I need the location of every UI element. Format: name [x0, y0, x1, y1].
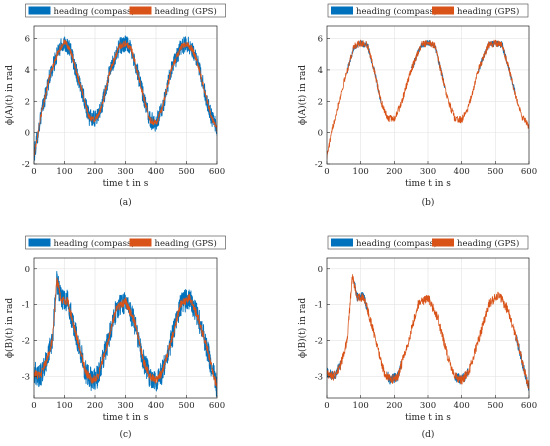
y-tick-label: 2 — [318, 97, 323, 107]
x-tick-label: 100 — [353, 167, 369, 177]
series-line-compass — [478, 40, 516, 95]
x-tick-label: 0 — [31, 167, 36, 177]
legend-label-compass: heading (compass) — [54, 6, 135, 17]
legend-box — [327, 3, 529, 18]
series-line-compass — [346, 40, 382, 103]
x-tick-label: 400 — [454, 167, 470, 177]
x-axis-label: time t in s — [103, 179, 149, 189]
x-tick-label: 200 — [87, 167, 103, 177]
y-tick-label: 6 — [318, 35, 323, 45]
y-axis-label: ϕ(A)(t) in rad — [4, 65, 15, 125]
y-tick-label: -2 — [315, 160, 323, 170]
y-tick-label: -2 — [22, 160, 30, 170]
x-tick-label: 400 — [454, 401, 470, 411]
legend-label-compass: heading (compass) — [54, 238, 135, 249]
data-area — [34, 35, 217, 161]
x-tick-label: 500 — [178, 167, 194, 177]
legend: heading (compass) heading (GPS) — [327, 235, 529, 250]
chart-panel: 0 100 200 300 400 500 600 -3 -2 -1 0 time t in s ϕ(B… — [4, 235, 226, 440]
panel-caption: (c) — [119, 429, 131, 440]
legend-box — [327, 235, 529, 250]
x-tick-label: 300 — [420, 401, 436, 411]
x-axis-label: time t in s — [405, 179, 451, 189]
x-tick-label: 200 — [87, 401, 103, 411]
legend: heading (compass) heading (GPS) — [327, 3, 529, 18]
series-line-gps — [327, 39, 529, 160]
legend-label-gps: heading (GPS) — [155, 238, 217, 249]
y-tick-label: 4 — [318, 66, 323, 76]
y-tick-label: 0 — [318, 265, 323, 275]
legend-swatch-compass — [28, 6, 51, 15]
x-tick-label: 200 — [386, 401, 402, 411]
x-tick-label: 400 — [148, 167, 164, 177]
y-tick-label: 0 — [318, 129, 323, 139]
y-tick-label: 0 — [25, 265, 30, 275]
series-line-gps — [327, 274, 529, 390]
panel-caption: (b) — [422, 197, 435, 208]
legend-swatch-compass — [331, 6, 353, 15]
x-tick-label: 0 — [31, 401, 36, 411]
legend-label-compass: heading (compass) — [356, 238, 437, 249]
legend-label-gps: heading (GPS) — [457, 238, 519, 249]
legend-swatch-compass — [331, 238, 353, 247]
legend-swatch-gps — [432, 238, 454, 247]
y-tick-label: 2 — [25, 97, 30, 107]
legend-swatch-gps — [432, 6, 454, 15]
x-tick-label: 200 — [386, 167, 402, 177]
x-tick-label: 0 — [324, 167, 329, 177]
series-line-gps — [34, 277, 217, 389]
x-tick-label: 100 — [56, 401, 72, 411]
legend-label-gps: heading (GPS) — [457, 6, 519, 17]
legend-swatch-compass — [28, 238, 51, 247]
x-tick-label: 400 — [148, 401, 164, 411]
y-tick-label: -2 — [22, 337, 30, 347]
x-tick-label: 300 — [117, 167, 133, 177]
data-area — [34, 271, 217, 397]
y-axis-label: ϕ(B)(t) in rad — [4, 298, 15, 358]
x-tick-label: 300 — [420, 167, 436, 177]
panel-caption: (a) — [119, 197, 131, 208]
y-axis-label: ϕ(A)(t) in rad — [297, 65, 308, 125]
y-tick-label: -2 — [315, 337, 323, 347]
legend-label-compass: heading (compass) — [356, 6, 437, 17]
x-tick-label: 500 — [487, 167, 503, 177]
data-area — [327, 39, 529, 160]
x-tick-label: 500 — [487, 401, 503, 411]
x-axis-label: time t in s — [405, 413, 451, 423]
y-tick-label: -1 — [315, 301, 323, 311]
legend-label-gps: heading (GPS) — [155, 6, 217, 17]
y-tick-label: -1 — [22, 301, 30, 311]
x-tick-label: 0 — [324, 401, 329, 411]
y-axis-label: ϕ(B)(t) in rad — [297, 298, 308, 358]
legend-swatch-gps — [129, 6, 152, 15]
y-tick-label: -3 — [22, 372, 30, 382]
x-tick-label: 600 — [521, 401, 537, 411]
legend: heading (compass) heading (GPS) — [25, 235, 226, 250]
x-axis-label: time t in s — [103, 413, 149, 423]
x-tick-label: 600 — [209, 167, 225, 177]
series-line-gps — [34, 39, 217, 157]
x-tick-label: 300 — [117, 401, 133, 411]
y-tick-label: 0 — [25, 129, 30, 139]
y-tick-label: 6 — [25, 35, 30, 45]
chart-panel: 0 100 200 300 400 500 600 -3 -2 -1 0 time t in s ϕ(B… — [297, 235, 537, 440]
x-tick-label: 600 — [209, 401, 225, 411]
legend-box — [25, 3, 226, 18]
x-tick-label: 600 — [521, 167, 537, 177]
x-tick-label: 500 — [178, 401, 194, 411]
x-tick-label: 100 — [56, 167, 72, 177]
data-area — [327, 274, 529, 391]
legend-swatch-gps — [129, 238, 152, 247]
y-tick-label: -3 — [315, 372, 323, 382]
y-tick-label: 4 — [25, 66, 30, 76]
x-tick-label: 100 — [353, 401, 369, 411]
panel-caption: (d) — [422, 429, 435, 440]
legend: heading (compass) heading (GPS) — [25, 3, 226, 18]
legend-box — [25, 235, 226, 250]
